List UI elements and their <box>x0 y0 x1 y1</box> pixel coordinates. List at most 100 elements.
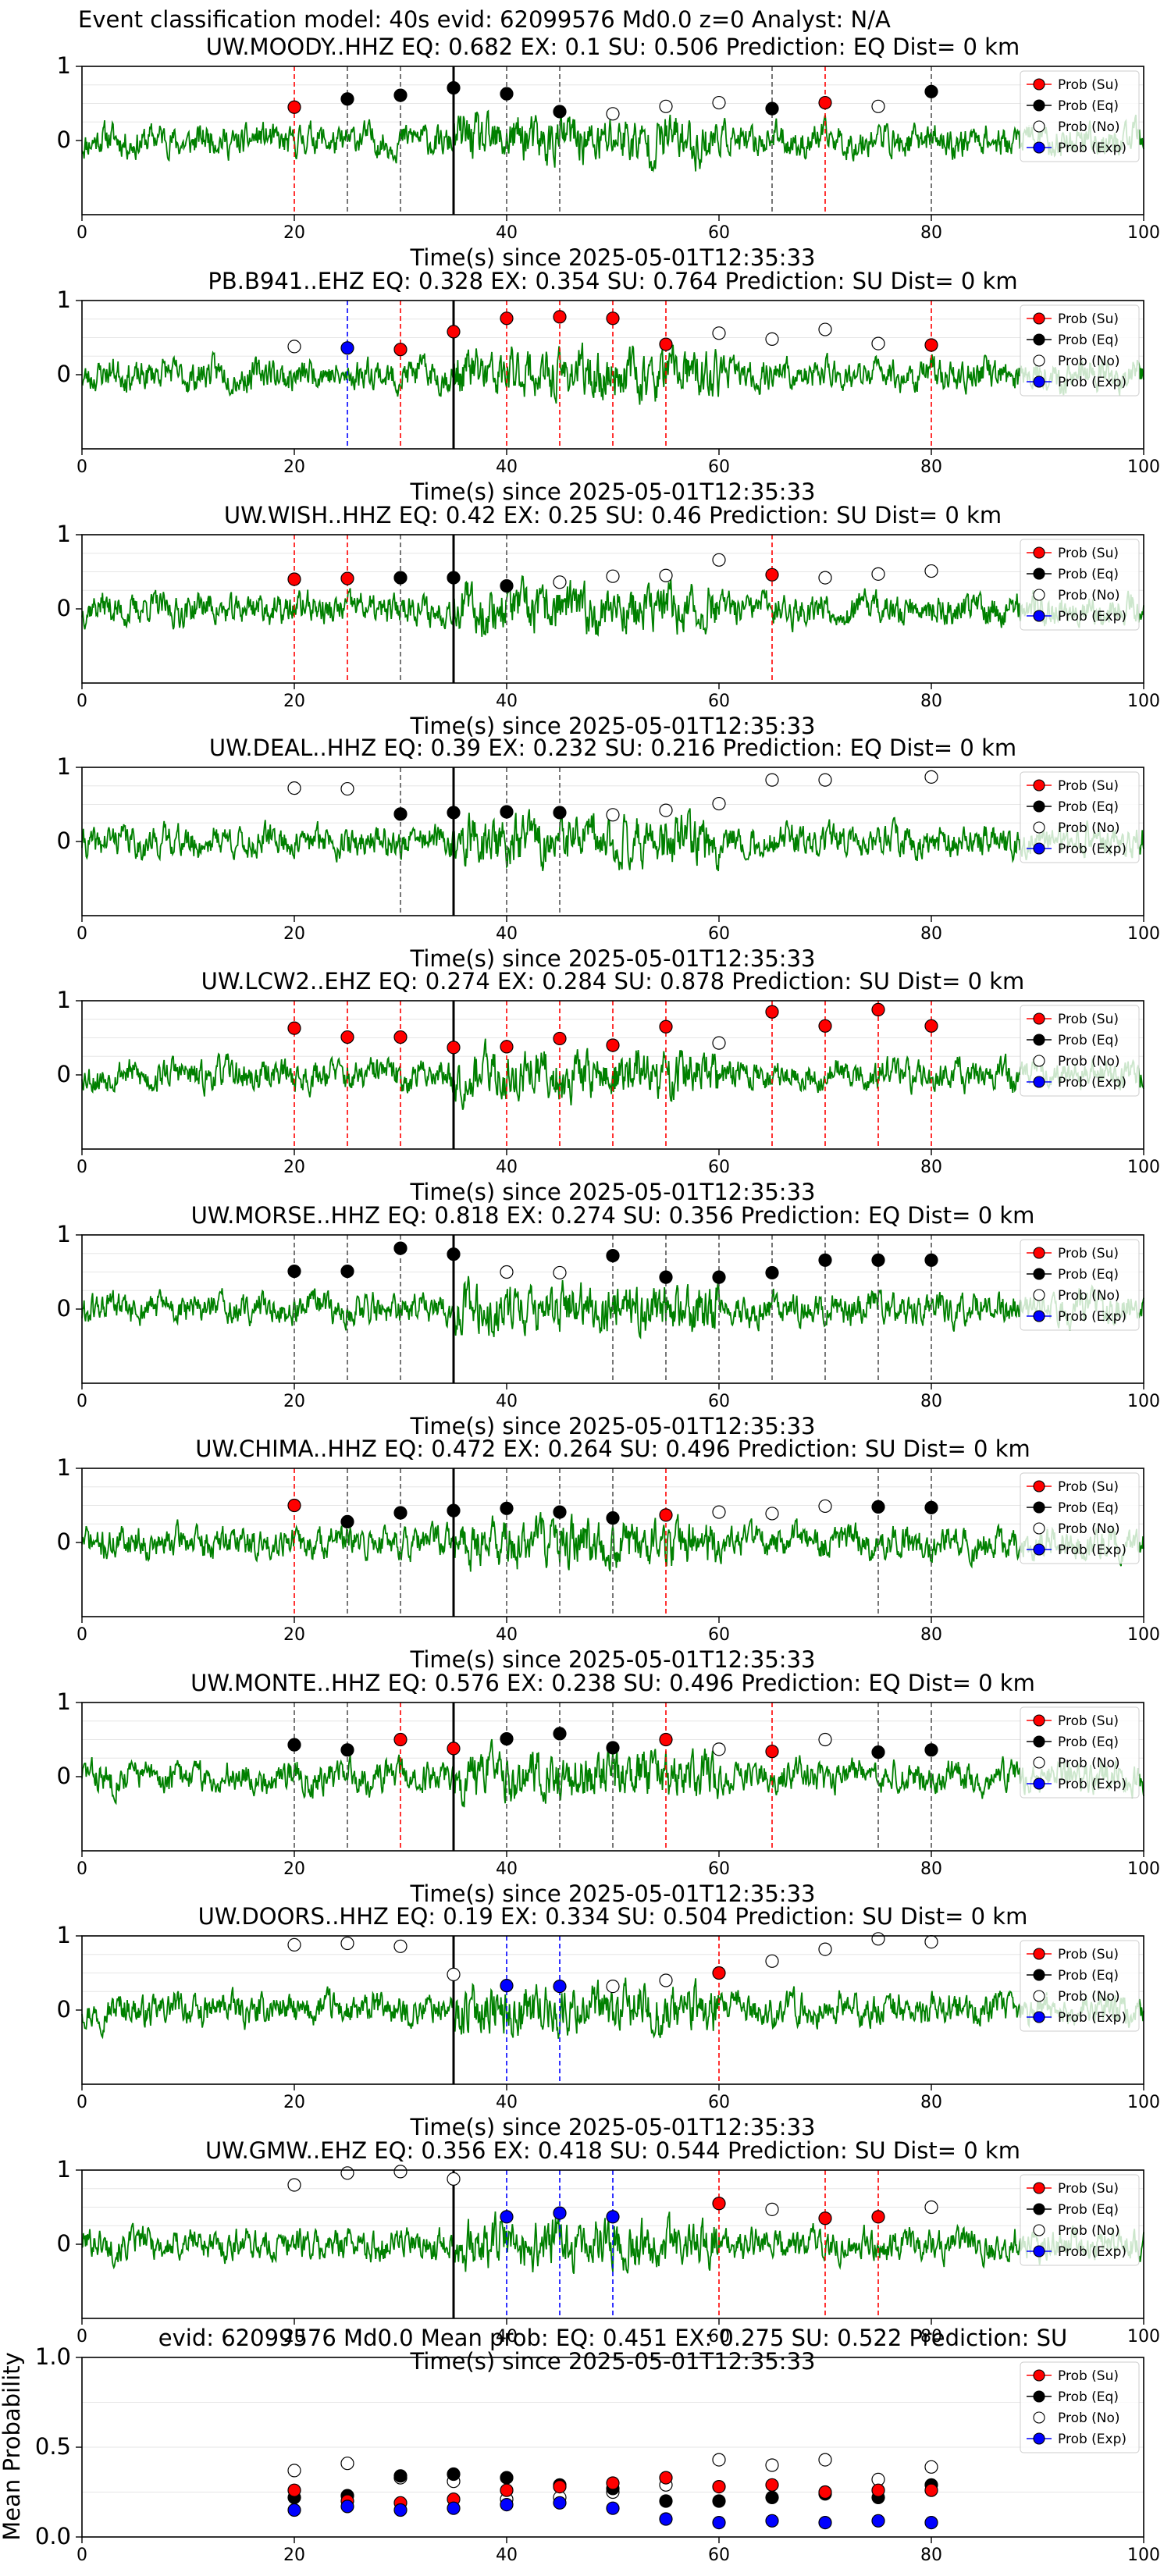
legend-marker <box>1033 375 1045 388</box>
mean-prob-point <box>765 2490 779 2504</box>
prob-point <box>553 1505 567 1519</box>
prob-point <box>447 1742 461 1756</box>
legend-label: Prob (Su) <box>1058 77 1119 93</box>
prob-point <box>924 770 938 784</box>
x-axis-label: Time(s) since 2025-05-01T12:35:33 <box>410 1880 816 1907</box>
prob-point <box>924 1935 938 1949</box>
prob-point <box>659 1973 673 1987</box>
panel-title: UW.WISH..HHZ EQ: 0.42 EX: 0.25 SU: 0.46 … <box>223 502 1002 528</box>
prob-point <box>712 1742 726 1756</box>
legend-label: Prob (Eq) <box>1058 2389 1119 2405</box>
prob-point <box>553 310 567 324</box>
legend-label: Prob (Su) <box>1058 2181 1119 2197</box>
legend-label: Prob (Su) <box>1058 1713 1119 1729</box>
x-tick-label: 20 <box>283 2546 305 2565</box>
mean-prob-point <box>765 2478 779 2492</box>
x-tick-label: 20 <box>283 1625 305 1645</box>
y-tick-label: 1 <box>57 1221 71 1247</box>
legend-label: Prob (No) <box>1058 2411 1120 2426</box>
prob-point <box>553 1265 567 1280</box>
prob-point <box>340 1514 354 1529</box>
prob-point <box>287 1264 301 1279</box>
legend-label: Prob (No) <box>1058 1521 1120 1537</box>
prob-point <box>659 1732 673 1747</box>
prob-point <box>393 1732 408 1747</box>
panel-title: UW.MOODY..HHZ EQ: 0.682 EX: 0.1 SU: 0.50… <box>205 34 1020 60</box>
mean-prob-point <box>287 2464 301 2478</box>
x-tick-label: 100 <box>1127 1859 1160 1879</box>
y-tick-label: 0 <box>57 1763 71 1789</box>
mean-prob-point <box>500 2483 514 2497</box>
prob-point <box>712 2197 726 2211</box>
waveform-trace <box>81 109 1144 173</box>
legend-marker <box>1033 2011 1045 2023</box>
prob-point <box>871 2210 885 2224</box>
mean-prob-point <box>393 2469 408 2483</box>
legend-label: Prob (No) <box>1058 354 1120 369</box>
x-tick-label: 100 <box>1127 1392 1160 1411</box>
legend-label: Prob (No) <box>1058 1288 1120 1304</box>
x-tick-label: 80 <box>920 1625 942 1645</box>
mean-prob-point <box>606 2501 620 2515</box>
legend-label: Prob (Eq) <box>1058 333 1119 348</box>
x-tick-label: 20 <box>283 2327 305 2347</box>
mean-prob-point <box>712 2453 726 2467</box>
legend-label: Prob (Eq) <box>1058 2202 1119 2218</box>
x-tick-label: 80 <box>920 223 942 243</box>
x-tick-label: 0 <box>77 2546 87 2565</box>
x-tick-label: 100 <box>1127 1158 1160 1177</box>
legend-marker <box>1033 821 1045 834</box>
prob-point <box>553 806 567 820</box>
x-tick-label: 80 <box>920 1158 942 1177</box>
x-tick-label: 80 <box>920 924 942 944</box>
prob-point <box>871 1500 885 1514</box>
prob-point <box>818 322 832 336</box>
prob-point <box>924 1743 938 1757</box>
prob-point <box>287 100 301 114</box>
mean-prob-point <box>447 2467 461 2482</box>
mean-prob-point <box>287 2503 301 2517</box>
x-tick-label: 80 <box>920 2327 942 2347</box>
panel-plot: 0 20 40 60 80 100 0 1 Prob (Su) Prob (Eq) Prob (No… <box>57 1221 1160 1411</box>
x-tick-label: 40 <box>496 1625 518 1645</box>
panel-title: evid: 62099576 Md0.0 Mean prob: EQ: 0.45… <box>158 2325 1068 2351</box>
prob-point <box>287 1937 301 1952</box>
prob-point <box>606 311 620 326</box>
prob-point <box>500 1265 514 1279</box>
prob-point <box>659 99 673 113</box>
y-tick-label: 0 <box>57 126 71 153</box>
legend-label: Prob (Su) <box>1058 778 1119 794</box>
y-tick-label: 1 <box>57 987 71 1013</box>
x-tick-label: 20 <box>283 1859 305 1879</box>
prob-point <box>340 1743 354 1757</box>
mean-prob-point <box>712 2516 726 2530</box>
x-tick-label: 80 <box>920 1859 942 1879</box>
legend-marker <box>1033 1012 1045 1025</box>
prob-point <box>765 773 779 787</box>
legend-label: Prob (Su) <box>1058 1479 1119 1495</box>
legend-marker <box>1033 141 1045 154</box>
mean-prob-point <box>393 2503 408 2517</box>
prob-point <box>606 569 620 583</box>
x-tick-label: 40 <box>496 457 518 477</box>
prob-point <box>393 1030 408 1044</box>
panel-plot: 0 20 40 60 80 100 0 1 Prob (Su) Prob (Eq) Prob (No… <box>57 987 1160 1177</box>
legend-marker <box>1033 1777 1045 1790</box>
prob-point <box>447 1247 461 1261</box>
panel-title: UW.LCW2..EHZ EQ: 0.274 EX: 0.284 SU: 0.8… <box>201 968 1025 994</box>
legend-marker <box>1033 1480 1045 1493</box>
x-tick-label: 40 <box>496 2327 518 2347</box>
y-tick-label: 0 <box>57 595 71 621</box>
prob-point <box>553 2206 567 2220</box>
legend-label: Prob (Exp) <box>1058 1777 1127 1792</box>
prob-point <box>393 571 408 585</box>
prob-point <box>765 101 779 116</box>
prob-point <box>393 1506 408 1520</box>
legend-marker <box>1033 1034 1045 1046</box>
x-tick-label: 80 <box>920 2093 942 2112</box>
prob-point <box>553 1979 567 1994</box>
prob-point <box>393 343 408 357</box>
prob-point <box>287 2178 301 2192</box>
legend-marker <box>1033 1735 1045 1748</box>
prob-point <box>659 568 673 582</box>
